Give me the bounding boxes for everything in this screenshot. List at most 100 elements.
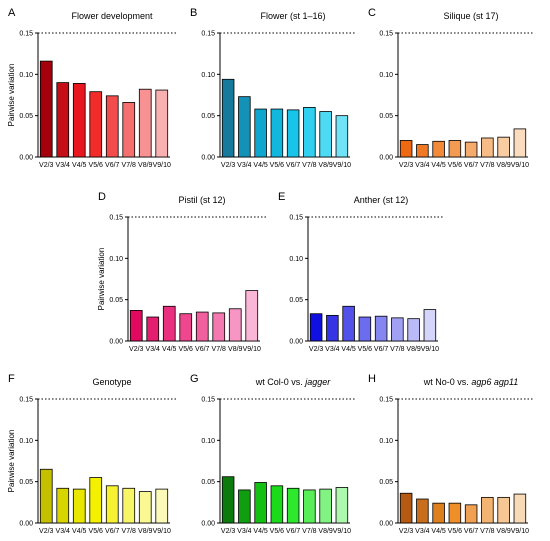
y-tick-label: 0.10 — [201, 72, 215, 79]
x-tick-label: V5/6 — [270, 528, 285, 535]
x-tick-label: V9/10 — [243, 346, 261, 353]
x-tick-label: V2/3 — [129, 346, 144, 353]
y-tick-label: 0.05 — [289, 297, 303, 304]
bar-v2-3 — [39, 468, 53, 524]
y-tick-label: 0.05 — [201, 113, 215, 120]
x-tick-label: V4/5 — [431, 162, 446, 169]
x-tick-label: V9/10 — [511, 528, 529, 535]
bar-v4-5 — [432, 502, 445, 524]
x-tick-label: V6/7 — [105, 162, 120, 169]
panel-title: Silique (st 17) — [443, 11, 498, 21]
x-tick-label: V3/4 — [146, 346, 161, 353]
bar-v3-4 — [416, 144, 429, 158]
bar-v7-8 — [391, 317, 404, 342]
bar-v6-7 — [105, 485, 119, 524]
bar-v5-6 — [448, 140, 462, 158]
panel-letter: D — [98, 191, 106, 203]
y-tick-label: 0.05 — [19, 479, 33, 486]
bar-v7-8 — [303, 489, 316, 524]
x-tick-label: V9/10 — [333, 528, 351, 535]
bar-v2-3 — [309, 313, 323, 342]
bar-v2-3 — [221, 476, 235, 524]
bar-v8-9 — [138, 491, 152, 524]
x-tick-label: V6/7 — [374, 346, 389, 353]
x-tick-label: V2/3 — [221, 528, 236, 535]
bar-v3-4 — [326, 314, 339, 342]
bar-v4-5 — [162, 305, 176, 342]
x-tick-label: V6/7 — [286, 528, 301, 535]
bar-v5-6 — [270, 485, 284, 524]
x-tick-label: V7/8 — [390, 346, 405, 353]
y-tick-label: 0.15 — [289, 215, 303, 222]
y-tick-label: 0.15 — [201, 397, 215, 404]
y-axis-title: Pairwise variation — [97, 248, 106, 311]
bar-v6-7 — [374, 315, 388, 342]
x-tick-label: V5/6 — [448, 528, 463, 535]
y-tick-label: 0.10 — [109, 256, 123, 263]
x-tick-label: V7/8 — [122, 162, 137, 169]
y-tick-label: 0.10 — [19, 438, 33, 445]
bar-v8-9 — [228, 308, 242, 342]
y-axis-title: Pairwise variation — [7, 430, 16, 493]
y-tick-label: 0.10 — [19, 72, 33, 79]
panel-title: wt Col-0 vs. jagger — [255, 377, 332, 387]
bar-v6-7 — [195, 311, 209, 342]
y-tick-label: 0.10 — [201, 438, 215, 445]
x-tick-label: V8/9 — [138, 528, 153, 535]
bar-v7-8 — [122, 487, 136, 524]
y-tick-label: 0.05 — [379, 479, 393, 486]
y-tick-label: 0.05 — [109, 297, 123, 304]
bar-v4-5 — [254, 482, 267, 524]
chart-panel-c: C Silique (st 17) 0.00 0.05 0.10 0.15 V2/3 V3/4… — [368, 7, 534, 169]
bar-v5-6 — [89, 477, 103, 524]
bar-v3-4 — [238, 96, 251, 158]
x-tick-label: V7/8 — [480, 162, 495, 169]
bar-v9-10 — [513, 128, 527, 158]
bar-v8-9 — [319, 488, 332, 524]
x-tick-label: V3/4 — [56, 528, 71, 535]
panel-title: Pistil (st 12) — [178, 195, 225, 205]
x-tick-label: V9/10 — [511, 162, 529, 169]
x-tick-label: V7/8 — [212, 346, 227, 353]
panel-letter: E — [278, 191, 285, 203]
chart-panel-f: F Genotype 0.00 0.05 0.10 0.15 Pairwise variat… — [7, 373, 176, 535]
bar-v9-10 — [335, 487, 349, 524]
x-tick-label: V8/9 — [496, 528, 511, 535]
x-tick-label: V4/5 — [253, 162, 268, 169]
x-tick-label: V4/5 — [72, 528, 87, 535]
x-tick-label: V6/7 — [464, 162, 479, 169]
x-tick-label: V8/9 — [138, 162, 153, 169]
bar-v7-8 — [212, 312, 226, 342]
x-tick-label: V4/5 — [72, 162, 87, 169]
x-tick-label: V3/4 — [237, 528, 252, 535]
x-tick-label: V7/8 — [302, 528, 317, 535]
y-tick-label: 0.15 — [19, 31, 33, 38]
x-tick-label: V6/7 — [195, 346, 210, 353]
bar-v4-5 — [72, 83, 86, 158]
bar-v7-8 — [481, 496, 494, 524]
y-tick-label: 0.00 — [379, 521, 393, 528]
x-tick-label: V6/7 — [286, 162, 301, 169]
bar-v4-5 — [432, 140, 445, 158]
bar-v9-10 — [155, 89, 169, 158]
x-tick-label: V5/6 — [179, 346, 194, 353]
panel-title: Genotype — [92, 377, 131, 387]
x-tick-label: V2/3 — [309, 346, 324, 353]
bar-v9-10 — [245, 290, 259, 342]
panel-title-italic: jagger — [304, 377, 331, 387]
bar-v5-6 — [179, 313, 193, 342]
bar-v8-9 — [497, 136, 510, 158]
bar-v9-10 — [513, 493, 527, 524]
x-tick-label: V2/3 — [39, 162, 54, 169]
bar-v5-6 — [448, 502, 462, 524]
bar-v2-3 — [39, 60, 53, 158]
bar-v7-8 — [303, 107, 316, 158]
bar-v4-5 — [72, 488, 86, 524]
bar-v3-4 — [56, 82, 70, 158]
bar-v9-10 — [423, 309, 437, 342]
